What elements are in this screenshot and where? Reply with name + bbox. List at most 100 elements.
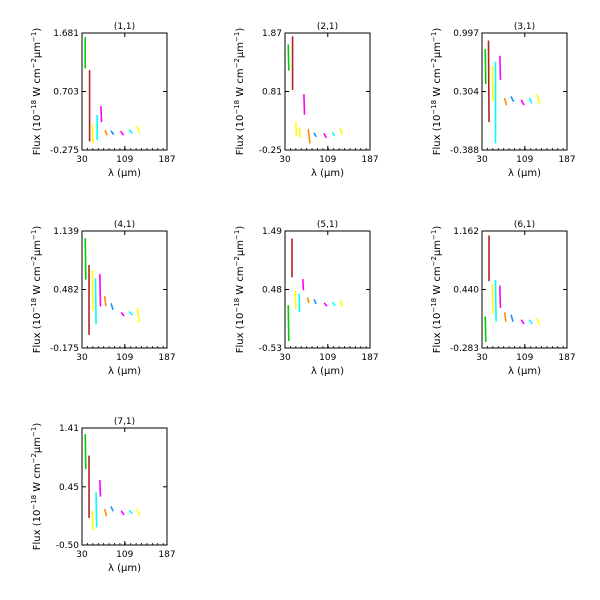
data-segment (528, 97, 533, 104)
data-segment (298, 293, 301, 313)
panel-5: (5,1) 30 109 187 -0.53 0.48 1.49 λ (μm) Flux (10… (233, 220, 379, 377)
y-axis-label: Flux (10−18 W cm−2μm−1) (233, 226, 246, 354)
data-segment (499, 285, 502, 309)
x-tick-label: 187 (158, 353, 175, 363)
data-segment (287, 44, 290, 71)
y-tick-label: 0.997 (453, 29, 479, 39)
data-segment (487, 40, 490, 123)
x-axis-label: λ (μm) (311, 366, 344, 377)
y-tick-label: -0.25 (259, 146, 282, 156)
y-axis-label: Flux (10−18 W cm−2μm−1) (233, 28, 246, 156)
plot-frame (81, 32, 168, 151)
y-tick-label: 0.482 (53, 286, 79, 296)
data-segment (136, 125, 141, 134)
x-tick-label: 30 (279, 353, 291, 363)
data-segment (128, 509, 133, 514)
panel-4: (4,1) 30 109 187 -0.175 0.482 1.139 λ (μm) Flux … (30, 220, 176, 377)
y-tick-label: 1.41 (59, 424, 79, 434)
x-tick-label: 109 (319, 155, 336, 165)
data-segment (528, 319, 533, 325)
data-segment (128, 311, 133, 316)
data-segment (103, 508, 108, 517)
data-segment (520, 319, 525, 325)
y-tick-label: 0.81 (262, 88, 282, 98)
data-segment (95, 492, 98, 528)
data-segment (298, 127, 301, 139)
x-tick-label: 30 (476, 353, 488, 363)
data-segment (331, 302, 336, 306)
data-segment (313, 132, 317, 138)
data-segment (339, 300, 344, 307)
y-tick-label: -0.275 (50, 146, 79, 156)
x-tick-label: 187 (361, 155, 378, 165)
panel-3: (3,1) 30 109 187 -0.388 0.304 0.997 λ (μm) Flux … (430, 22, 576, 179)
x-tick-label: 187 (558, 353, 575, 363)
data-segment (287, 304, 290, 342)
data-segment (99, 273, 102, 307)
data-segment (136, 508, 141, 517)
data-segment (94, 278, 97, 325)
panel-title: (2,1) (317, 22, 338, 32)
x-tick-label: 187 (158, 550, 175, 560)
data-segment (510, 96, 515, 102)
y-tick-label: 1.162 (453, 227, 479, 237)
data-segment (339, 127, 344, 135)
data-segment (110, 303, 114, 311)
panel-7: (7,1) 30 109 187 -0.50 0.45 1.41 λ (μm) Flux (10… (30, 417, 176, 574)
data-segment (91, 269, 94, 311)
x-tick-label: 30 (76, 155, 88, 165)
panel-2: (2,1) 30 109 187 -0.25 0.81 1.87 λ (μm) Flux (10… (233, 22, 379, 179)
y-tick-label: 0.703 (53, 88, 79, 98)
panel-title: (3,1) (514, 22, 535, 32)
y-axis-label: Flux (10−18 W cm−2μm−1) (30, 28, 43, 156)
panel-1: (1,1) 30 109 187 -0.275 0.703 1.681 λ (μm) Flux … (30, 22, 176, 179)
data-segment (136, 307, 141, 323)
data-segment (110, 506, 114, 512)
x-tick-label: 109 (516, 155, 533, 165)
data-segment (536, 93, 541, 105)
data-segment (484, 48, 487, 85)
panel-title: (1,1) (114, 22, 135, 32)
x-tick-label: 109 (319, 353, 336, 363)
panel-title: (5,1) (317, 220, 338, 230)
data-segment (484, 316, 487, 343)
y-tick-label: 0.45 (59, 483, 79, 493)
data-segment (503, 312, 507, 322)
panel-6: (6,1) 30 109 187 -0.283 0.440 1.162 λ (μm) Flux … (430, 220, 576, 377)
data-segment (84, 433, 87, 470)
data-segment (331, 132, 336, 136)
y-tick-label: 1.139 (53, 227, 79, 237)
data-segment (128, 129, 133, 134)
panel-title: (6,1) (514, 220, 535, 230)
x-tick-label: 109 (116, 550, 133, 560)
x-axis-label: λ (μm) (108, 168, 141, 179)
data-segment (313, 299, 317, 305)
x-tick-label: 30 (476, 155, 488, 165)
y-tick-label: -0.53 (259, 344, 282, 354)
data-segment (120, 130, 124, 136)
data-segment (306, 297, 310, 304)
data-segment (499, 55, 502, 81)
y-axis-label: Flux (10−18 W cm−2μm−1) (30, 423, 43, 551)
y-axis-label: Flux (10−18 W cm−2μm−1) (430, 226, 443, 354)
data-segment (104, 129, 108, 136)
data-segment (303, 94, 306, 115)
x-tick-label: 30 (76, 550, 88, 560)
x-axis-label: λ (μm) (508, 168, 541, 179)
plot-frame (284, 32, 371, 151)
y-axis-label: Flux (10−18 W cm−2μm−1) (430, 28, 443, 156)
data-segment (91, 123, 94, 144)
x-tick-label: 30 (76, 353, 88, 363)
data-segment (491, 283, 494, 314)
y-tick-label: -0.283 (450, 344, 479, 354)
x-tick-label: 109 (116, 155, 133, 165)
data-segment (120, 312, 125, 317)
data-segment (295, 121, 298, 136)
plot-frame (81, 427, 168, 546)
x-axis-label: λ (μm) (108, 366, 141, 377)
data-segment (103, 296, 107, 307)
y-tick-label: 0.440 (453, 285, 479, 295)
data-segment (307, 128, 311, 144)
plot-frame (284, 230, 371, 349)
